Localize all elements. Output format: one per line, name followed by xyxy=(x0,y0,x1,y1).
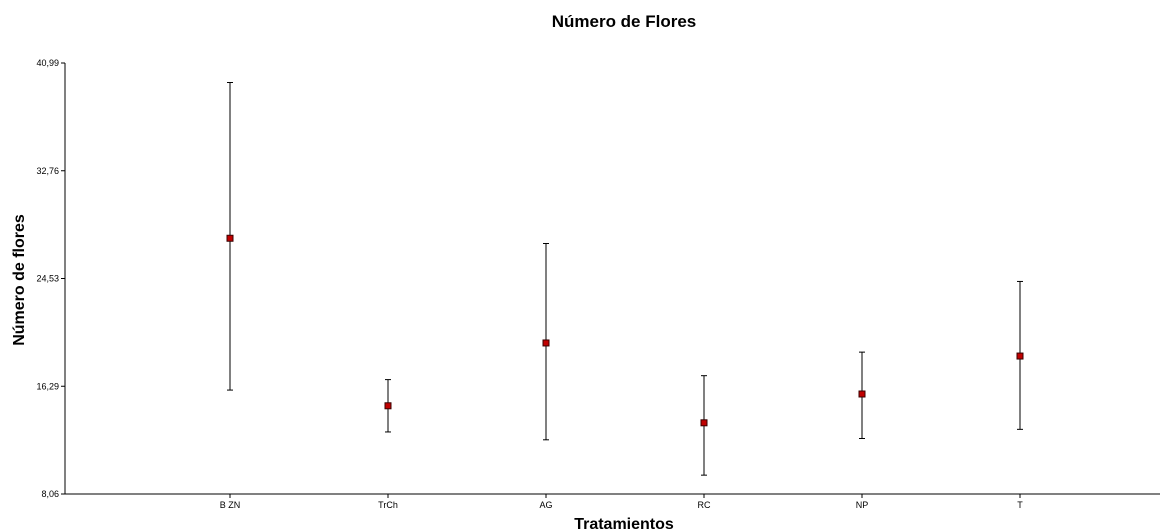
y-tick-label: 8,06 xyxy=(41,489,59,499)
mean-point xyxy=(542,339,550,347)
y-tick-label: 32,76 xyxy=(36,166,59,176)
series-points xyxy=(226,82,1024,476)
mean-point xyxy=(384,402,392,410)
x-tick-label: T xyxy=(1017,500,1023,510)
mean-point xyxy=(700,419,708,427)
x-tick-label: TrCh xyxy=(378,500,398,510)
x-ticks: B ZN TrCh AG RC NP T xyxy=(220,494,1023,510)
x-axis-title: Tratamientos xyxy=(574,516,674,531)
x-tick-label: AG xyxy=(539,500,552,510)
y-ticks: 8,06 16,29 24,53 32,76 40,99 xyxy=(36,58,65,499)
y-axis-title: Número de flores xyxy=(11,214,28,346)
mean-point xyxy=(1016,352,1024,360)
mean-point xyxy=(858,390,866,398)
y-tick-label: 24,53 xyxy=(36,274,59,284)
chart-title: Número de Flores xyxy=(552,12,697,31)
x-tick-label: B ZN xyxy=(220,500,241,510)
x-tick-label: NP xyxy=(856,500,869,510)
x-tick-label: RC xyxy=(698,500,711,510)
mean-point xyxy=(226,234,234,242)
y-tick-label: 40,99 xyxy=(36,58,59,68)
y-tick-label: 16,29 xyxy=(36,381,59,391)
